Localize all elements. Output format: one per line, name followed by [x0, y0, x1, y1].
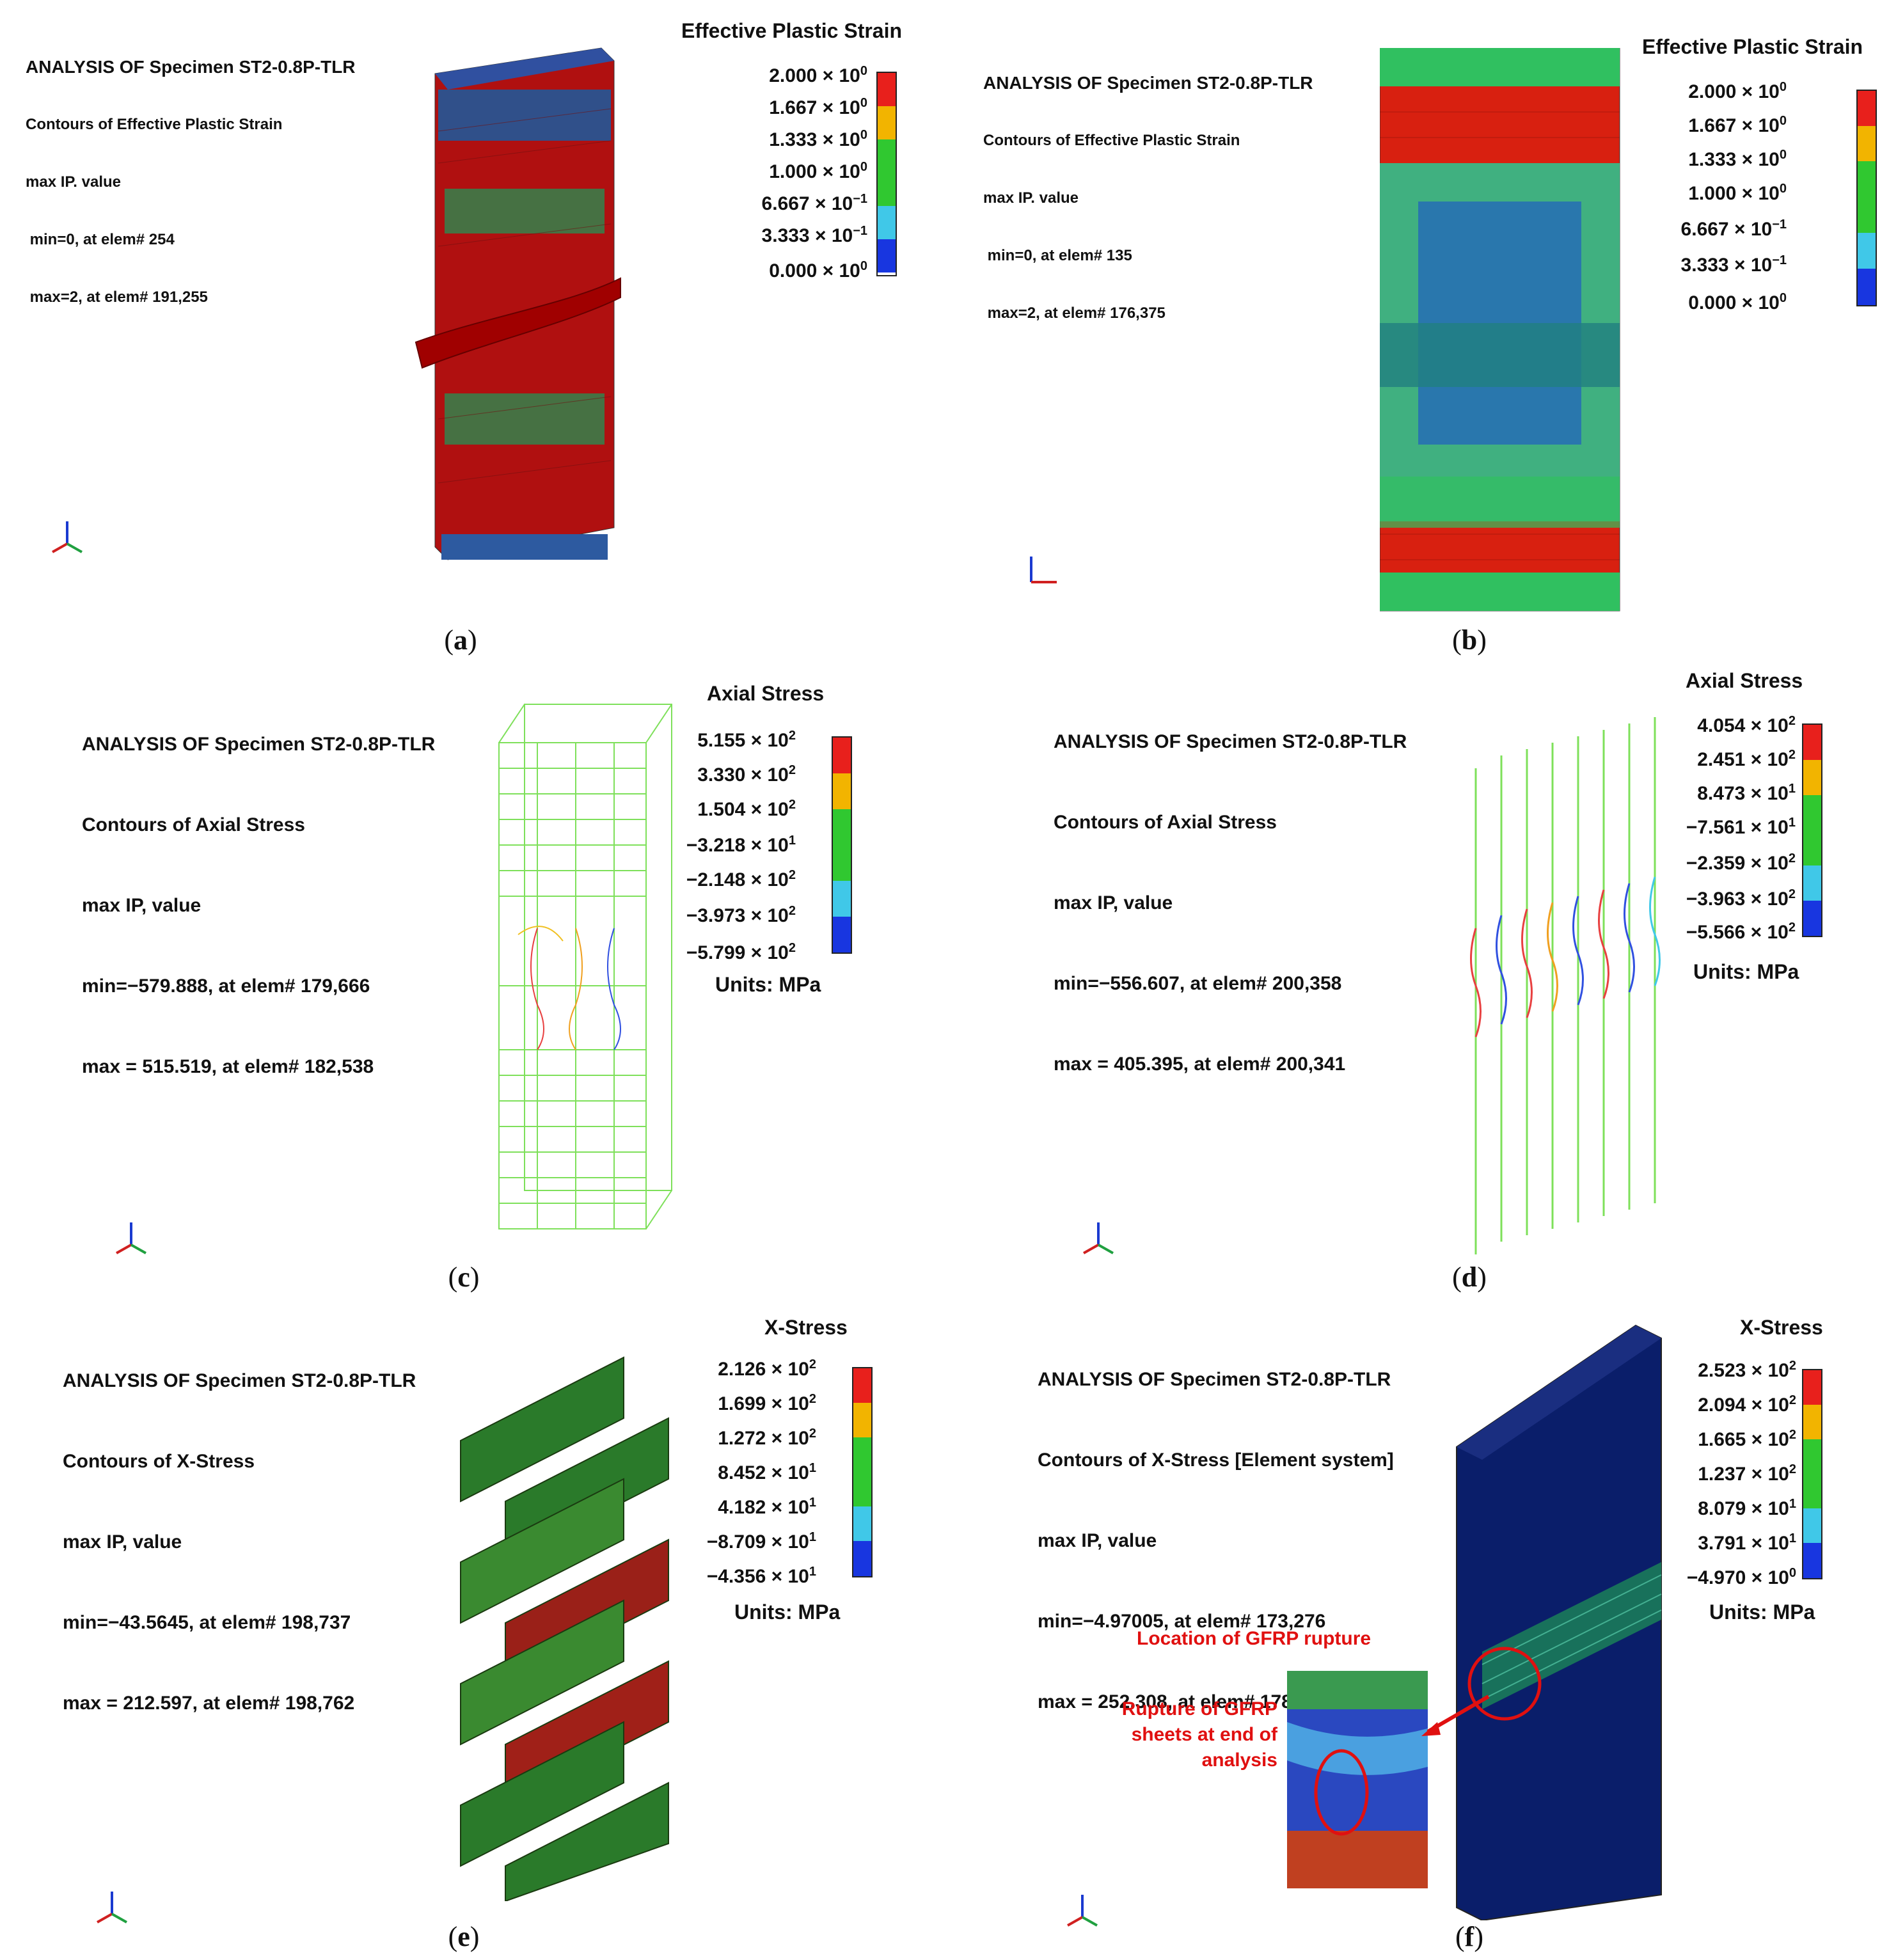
legend-tick: 2.126 × 102: [718, 1357, 816, 1380]
color-bar: [876, 72, 897, 276]
legend-tick: 6.667 × 10−1: [761, 192, 867, 214]
legend-tick: 1.272 × 102: [718, 1427, 816, 1449]
legend-tick: −4.970 × 100: [1686, 1566, 1796, 1588]
color-bar: [1802, 723, 1822, 937]
legend-tick: −8.709 × 101: [706, 1530, 816, 1553]
legend-title: Effective Plastic Strain: [681, 19, 903, 42]
legend-tick: 1.667 × 100: [1688, 114, 1787, 136]
panel-label: (d): [1452, 1261, 1487, 1293]
legend-title: Effective Plastic Strain: [1642, 35, 1863, 58]
legend-title: Axial Stress: [1686, 669, 1803, 692]
panel-e: ANALYSIS OF Specimen ST2-0.8P-TLR Contou…: [0, 1306, 944, 1959]
legend-tick: 1.665 × 102: [1698, 1428, 1796, 1450]
panel-f: ANALYSIS OF Specimen ST2-0.8P-TLR Contou…: [945, 1306, 1889, 1959]
units-label: Units: MPa: [1709, 1600, 1815, 1624]
analysis-info: ANALYSIS OF Specimen ST2-0.8P-TLR Contou…: [1054, 731, 1407, 1075]
steel-cage-axial-stress: [498, 704, 672, 1229]
legend-tick: −3.973 × 102: [686, 904, 796, 926]
coordinate-axes-icon: [1067, 1895, 1098, 1927]
legend-tick: −3.218 × 101: [686, 834, 796, 856]
units-label: Units: MPa: [734, 1600, 841, 1624]
legend-tick: 6.667 × 10−1: [1680, 217, 1787, 240]
legend-tick: −7.561 × 101: [1686, 816, 1796, 838]
analysis-info: ANALYSIS OF Specimen ST2-0.8P-TLR Contou…: [82, 734, 436, 1077]
legend-tick: 2.523 × 102: [1698, 1359, 1796, 1381]
units-label: Units: MPa: [715, 973, 821, 996]
legend-tick: 1.333 × 100: [769, 128, 867, 150]
panel-label: (a): [444, 624, 477, 656]
rupture-detail-inset: [1287, 1671, 1428, 1888]
coordinate-axes-icon: [116, 1222, 146, 1254]
legend-tick: 3.333 × 10−1: [761, 224, 867, 246]
callout-arrow: [1421, 1695, 1490, 1736]
panel-a: ANALYSIS OF Specimen ST2-0.8P-TLR Contou…: [0, 0, 944, 656]
legend-title: X-Stress: [1740, 1316, 1823, 1339]
legend-tick: 8.452 × 101: [718, 1461, 816, 1483]
panel-c: ANALYSIS OF Specimen ST2-0.8P-TLR Contou…: [0, 653, 944, 1306]
longitudinal-bars-axial-stress: [1470, 717, 1661, 1254]
legend-tick: 1.000 × 100: [769, 160, 867, 182]
color-bar: [1802, 1369, 1822, 1579]
legend-tick: 4.054 × 102: [1697, 714, 1796, 736]
coordinate-axes-icon: [1030, 557, 1057, 583]
legend-title: X-Stress: [764, 1316, 848, 1339]
rupture-sheets-annotation: Rupture of GFRP sheets at end of analysi…: [1121, 1698, 1277, 1771]
legend-tick: 1.699 × 102: [718, 1392, 816, 1414]
panel-label: (c): [448, 1261, 480, 1293]
legend-tick: −2.359 × 102: [1686, 851, 1796, 874]
color-bar: [1856, 90, 1877, 306]
analysis-info: ANALYSIS OF Specimen ST2-0.8P-TLR Contou…: [1038, 1369, 1394, 1712]
panel-d: ANALYSIS OF Specimen ST2-0.8P-TLR Contou…: [945, 653, 1889, 1306]
column-model-plastic-strain: [415, 47, 621, 560]
panel-b: ANALYSIS OF Specimen ST2-0.8P-TLR Contou…: [945, 0, 1889, 656]
rupture-location-annotation: Location of GFRP rupture: [1137, 1628, 1371, 1649]
legend-tick: −2.148 × 102: [686, 868, 796, 890]
legend-title: Axial Stress: [707, 682, 825, 705]
legend-tick: 1.504 × 102: [697, 798, 796, 820]
legend-tick: 1.667 × 100: [769, 96, 867, 118]
legend-tick: 3.333 × 10−1: [1680, 253, 1787, 276]
legend-tick: −4.356 × 101: [706, 1565, 816, 1587]
legend-tick: 1.237 × 102: [1698, 1462, 1796, 1485]
units-label: Units: MPa: [1693, 960, 1799, 983]
legend-tick: 2.094 × 102: [1698, 1393, 1796, 1416]
legend-tick: −3.963 × 102: [1686, 887, 1796, 910]
color-bar: [852, 1367, 873, 1577]
legend-tick: 4.182 × 101: [718, 1496, 816, 1518]
coordinate-axes-icon: [97, 1892, 127, 1924]
gfrp-confined-column-x-stress: [1456, 1324, 1662, 1920]
legend-tick: 3.330 × 102: [697, 763, 796, 786]
panel-label: (e): [448, 1921, 480, 1952]
analysis-info: ANALYSIS OF Specimen ST2-0.8P-TLR Contou…: [983, 73, 1313, 322]
legend-tick: 8.079 × 101: [1698, 1497, 1796, 1519]
legend-tick: 1.333 × 100: [1688, 148, 1787, 170]
color-bar: [832, 736, 852, 954]
legend-tick: 0.000 × 100: [1688, 291, 1787, 313]
legend-tick: 2.000 × 100: [769, 64, 867, 86]
legend-tick: −5.799 × 102: [686, 941, 796, 963]
legend-tick: 1.000 × 100: [1688, 182, 1787, 204]
panel-label: (b): [1452, 624, 1487, 656]
coordinate-axes-icon: [52, 521, 83, 553]
legend-tick: 2.000 × 100: [1688, 80, 1787, 102]
legend-tick: 2.451 × 102: [1697, 748, 1796, 770]
legend-tick: −5.566 × 102: [1686, 921, 1796, 943]
column-front-plastic-strain: [1380, 48, 1620, 612]
coordinate-axes-icon: [1083, 1222, 1114, 1254]
panel-label: (f): [1455, 1921, 1483, 1952]
legend-tick: 8.473 × 101: [1697, 782, 1796, 804]
legend-tick: 3.791 × 101: [1698, 1531, 1796, 1554]
legend-tick: 0.000 × 100: [769, 259, 867, 281]
analysis-info: ANALYSIS OF Specimen ST2-0.8P-TLR Contou…: [26, 57, 356, 306]
analysis-info: ANALYSIS OF Specimen ST2-0.8P-TLR Contou…: [63, 1370, 416, 1714]
gfrp-sheets-x-stress: [460, 1356, 669, 1901]
legend-tick: 5.155 × 102: [697, 729, 796, 751]
